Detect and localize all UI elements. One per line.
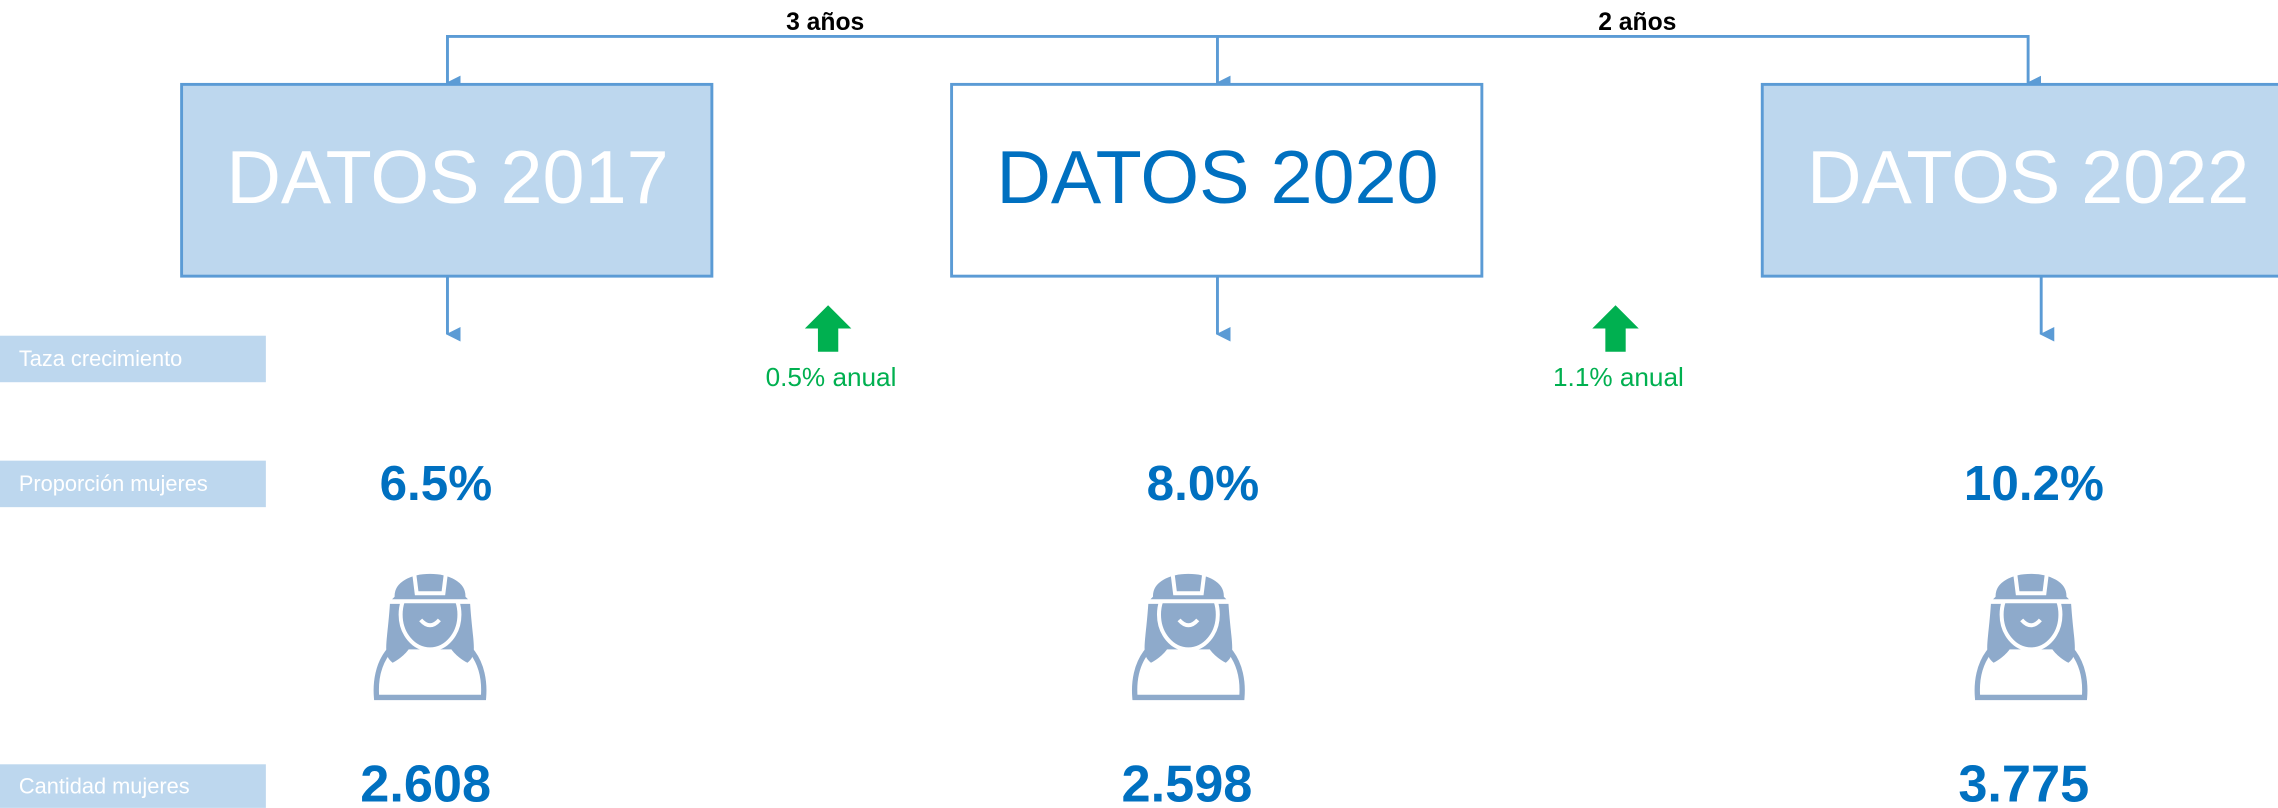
growth-arrow bbox=[804, 305, 852, 352]
year-box bbox=[1760, 82, 2278, 278]
timeline-connector bbox=[446, 34, 2055, 342]
row-label-box bbox=[0, 764, 266, 808]
count-value: 2.608 bbox=[360, 755, 491, 808]
row-label-box bbox=[0, 335, 266, 383]
interval-label: 2 años bbox=[1598, 9, 1676, 36]
proportion-value: 6.5% bbox=[380, 456, 493, 511]
row-label-box bbox=[0, 460, 266, 508]
growth-label: 1.1% anual bbox=[1553, 362, 1684, 392]
row-label: Cantidad mujeres bbox=[19, 773, 190, 798]
growth-arrow bbox=[1592, 305, 1639, 352]
proportion-value: 10.2% bbox=[1964, 456, 2104, 511]
year-box bbox=[950, 82, 1484, 278]
year-box-label: DATOS 2022 bbox=[1807, 136, 2249, 220]
growth-label: 0.5% anual bbox=[766, 362, 897, 392]
count-value: 3.775 bbox=[1958, 755, 2089, 808]
row-label: Proporción mujeres bbox=[19, 471, 208, 496]
year-box-label: DATOS 2020 bbox=[996, 136, 1438, 220]
worker-icon bbox=[376, 572, 483, 698]
worker-icon bbox=[1977, 572, 2084, 698]
row-label: Taza crecimiento bbox=[19, 346, 182, 371]
year-box bbox=[180, 82, 714, 278]
interval-label: 3 años bbox=[786, 9, 864, 36]
proportion-value: 8.0% bbox=[1147, 456, 1260, 511]
year-box-label: DATOS 2017 bbox=[226, 136, 668, 220]
worker-icon bbox=[1135, 572, 1242, 698]
count-value: 2.598 bbox=[1122, 755, 1253, 808]
